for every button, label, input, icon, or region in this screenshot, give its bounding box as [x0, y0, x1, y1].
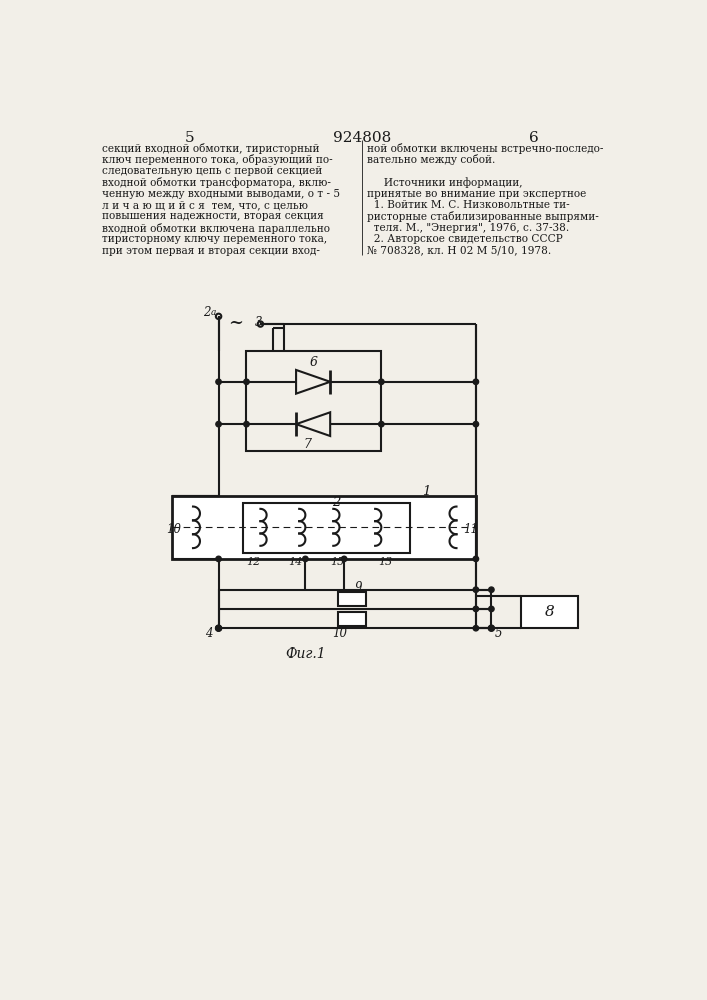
Circle shape [303, 556, 308, 562]
Text: 5: 5 [185, 131, 194, 145]
Circle shape [341, 556, 347, 562]
Text: тиристорному ключу переменного тока,: тиристорному ключу переменного тока, [103, 234, 327, 244]
Circle shape [473, 556, 479, 562]
Text: ной обмотки включены встречно-последо-: ной обмотки включены встречно-последо- [368, 143, 604, 154]
Circle shape [216, 379, 221, 384]
Circle shape [379, 421, 384, 427]
Circle shape [489, 626, 494, 631]
Text: 2: 2 [332, 496, 341, 509]
Bar [247, 351, 381, 451]
Text: 6: 6 [309, 356, 317, 369]
Text: 13: 13 [378, 557, 392, 567]
Circle shape [473, 421, 479, 427]
Text: 15: 15 [330, 557, 344, 567]
Circle shape [489, 606, 494, 612]
Text: Источники информации,: Источники информации, [368, 177, 523, 188]
Text: 10: 10 [166, 523, 181, 536]
Text: 4: 4 [204, 627, 212, 640]
Bar [338, 612, 366, 626]
Text: Фиг.1: Фиг.1 [285, 647, 326, 661]
Bar [521, 596, 578, 628]
Text: 6: 6 [529, 131, 539, 145]
Text: 8: 8 [544, 605, 554, 619]
Text: ристорные стабилизированные выпрями-: ристорные стабилизированные выпрями- [368, 211, 599, 222]
Circle shape [244, 379, 249, 384]
Text: ~: ~ [228, 314, 243, 332]
Text: 5: 5 [494, 627, 502, 640]
Circle shape [473, 379, 479, 384]
Text: принятые во внимание при экспертное: принятые во внимание при экспертное [368, 189, 587, 199]
Circle shape [244, 421, 249, 427]
Text: 9: 9 [354, 581, 362, 594]
Text: входной обмотки трансформатора, вклю-: входной обмотки трансформатора, вклю- [103, 177, 331, 188]
Circle shape [489, 587, 494, 592]
Circle shape [216, 556, 221, 562]
Circle shape [216, 626, 221, 631]
Circle shape [473, 606, 479, 612]
Text: 12: 12 [247, 557, 261, 567]
Text: 3: 3 [255, 316, 262, 329]
Bar [172, 496, 476, 559]
Bar [338, 592, 366, 606]
Bar [243, 503, 410, 553]
Circle shape [473, 626, 479, 631]
Text: 924808: 924808 [333, 131, 391, 145]
Text: вательно между собой.: вательно между собой. [368, 154, 496, 165]
Circle shape [216, 421, 221, 427]
Text: л и ч а ю щ и й с я  тем, что, с целью: л и ч а ю щ и й с я тем, что, с целью [103, 200, 308, 210]
Text: 11: 11 [462, 523, 478, 536]
Text: 7: 7 [304, 438, 312, 451]
Text: № 708328, кл. Н 02 М 5/10, 1978.: № 708328, кл. Н 02 М 5/10, 1978. [368, 246, 551, 256]
Text: 10: 10 [332, 627, 346, 640]
Text: повышения надежности, вторая секция: повышения надежности, вторая секция [103, 211, 324, 221]
Circle shape [379, 379, 384, 384]
Text: секций входной обмотки, тиристорный: секций входной обмотки, тиристорный [103, 143, 320, 154]
Text: при этом первая и вторая секции вход-: при этом первая и вторая секции вход- [103, 246, 320, 256]
Text: ключ переменного тока, образующий по-: ключ переменного тока, образующий по- [103, 154, 333, 165]
Circle shape [216, 626, 221, 631]
Text: 1: 1 [421, 485, 430, 498]
Text: а: а [211, 308, 216, 317]
Text: теля. М., "Энергия", 1976, с. 37-38.: теля. М., "Энергия", 1976, с. 37-38. [368, 223, 570, 233]
Text: 1. Войтик М. С. Низковольтные ти-: 1. Войтик М. С. Низковольтные ти- [368, 200, 570, 210]
Text: входной обмотки включена параллельно: входной обмотки включена параллельно [103, 223, 330, 234]
Bar [218, 590, 491, 628]
Text: 2: 2 [203, 306, 211, 319]
Circle shape [473, 587, 479, 592]
Text: следовательную цепь с первой секцией: следовательную цепь с первой секцией [103, 166, 322, 176]
Text: ченную между входными выводами, о т - 5: ченную между входными выводами, о т - 5 [103, 189, 340, 199]
Text: 2. Авторское свидетельство СССР: 2. Авторское свидетельство СССР [368, 234, 563, 244]
Text: 14: 14 [288, 557, 303, 567]
